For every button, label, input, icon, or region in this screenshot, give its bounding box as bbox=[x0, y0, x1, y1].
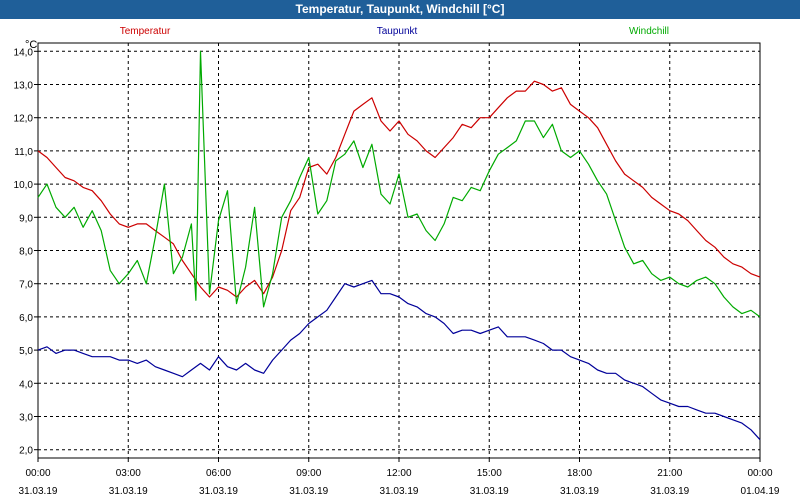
series-line-temperatur bbox=[37, 80, 761, 298]
y-tick-label: 13,0 bbox=[14, 81, 34, 92]
x-tick-date-label: 31.03.19 bbox=[650, 486, 689, 497]
y-tick-label: 8,0 bbox=[19, 247, 33, 258]
legend-label-temperatur: Temperatur bbox=[120, 26, 171, 37]
x-tick-time-label: 09:00 bbox=[296, 468, 321, 479]
chart: °C 2,0 3,0 4,0 5,0 6,0 7,0 8,0 9,0 10,0 11,0 12,0 13… bbox=[14, 26, 780, 497]
x-tick-date-label: 31.03.19 bbox=[19, 486, 58, 497]
x-tick-date-label: 31.03.19 bbox=[560, 486, 599, 497]
y-tick-label: 11,0 bbox=[14, 147, 33, 158]
window-title: Temperatur, Taupunkt, Windchill [°C] bbox=[0, 0, 800, 19]
y-tick-label: 7,0 bbox=[19, 280, 33, 291]
y-tick-label: 4,0 bbox=[19, 379, 33, 390]
x-tick-time-label: 15:00 bbox=[477, 468, 502, 479]
x-tick-date-label: 01.04.19 bbox=[741, 486, 780, 497]
x-tick-time-label: 00:00 bbox=[747, 468, 772, 479]
x-tick-date-label: 31.03.19 bbox=[380, 486, 419, 497]
x-tick-time-label: 00:00 bbox=[25, 468, 50, 479]
grid bbox=[38, 43, 760, 458]
y-tick-label: 5,0 bbox=[19, 346, 33, 357]
legend: Temperatur Taupunkt Windchill bbox=[120, 26, 669, 37]
x-tick-time-label: 06:00 bbox=[206, 468, 231, 479]
x-tick-date-label: 31.03.19 bbox=[199, 486, 238, 497]
y-tick-label: 14,0 bbox=[14, 47, 34, 58]
x-tick-time-label: 18:00 bbox=[567, 468, 592, 479]
y-axis: °C 2,0 3,0 4,0 5,0 6,0 7,0 8,0 9,0 10,0 11,0 12,0 13… bbox=[14, 39, 38, 457]
series-line-taupunkt bbox=[37, 279, 761, 441]
y-tick-label: 2,0 bbox=[19, 446, 33, 457]
y-tick-label: 12,0 bbox=[14, 114, 34, 125]
x-tick-time-label: 21:00 bbox=[657, 468, 682, 479]
x-tick-date-label: 31.03.19 bbox=[470, 486, 509, 497]
y-tick-label: 6,0 bbox=[19, 313, 33, 324]
x-tick-date-label: 31.03.19 bbox=[109, 486, 148, 497]
y-tick-label: 3,0 bbox=[19, 413, 33, 424]
x-tick-time-label: 12:00 bbox=[386, 468, 411, 479]
y-tick-label: 9,0 bbox=[19, 213, 33, 224]
x-tick-date-label: 31.03.19 bbox=[289, 486, 328, 497]
x-axis: 00:00 31.03.19 03:00 31.03.19 06:00 31.03.19 0… bbox=[19, 458, 780, 497]
series-line-windchill bbox=[37, 50, 761, 318]
y-axis-unit-label: °C bbox=[25, 39, 37, 51]
y-tick-label: 10,0 bbox=[14, 180, 34, 191]
legend-label-taupunkt: Taupunkt bbox=[377, 26, 418, 37]
series-lines bbox=[37, 50, 761, 441]
legend-label-windchill: Windchill bbox=[629, 26, 669, 37]
x-tick-time-label: 03:00 bbox=[116, 468, 141, 479]
